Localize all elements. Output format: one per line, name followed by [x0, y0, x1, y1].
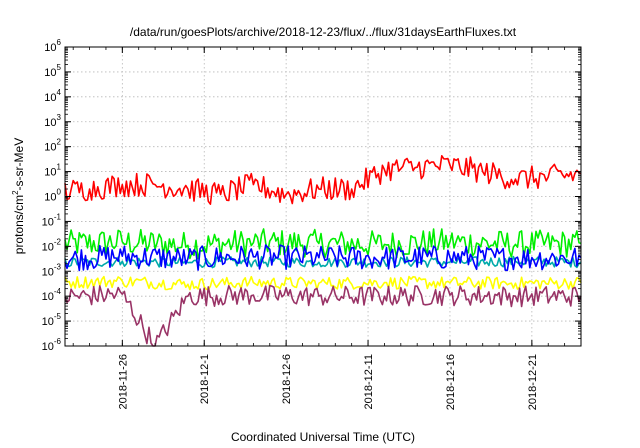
- y-tick-exponent: 4: [57, 88, 62, 97]
- y-tick-label: 104: [44, 88, 61, 104]
- y-axis-label-prefix: protons/cm: [12, 195, 26, 254]
- y-tick-base: 10: [44, 117, 56, 129]
- y-tick-exponent: 3: [57, 113, 62, 122]
- y-tick-base: 10: [42, 316, 54, 328]
- x-tick-label: 2018-12-21: [527, 354, 539, 410]
- y-tick-base: 10: [42, 241, 54, 253]
- y-tick-base: 10: [44, 142, 56, 154]
- y-tick-label: 102: [44, 138, 61, 154]
- y-tick-exponent: -1: [54, 212, 62, 221]
- y-tick-base: 10: [42, 216, 54, 228]
- y-tick-label: 10-2: [42, 237, 62, 253]
- y-tick-exponent: 1: [57, 163, 62, 172]
- y-tick-label: 10-3: [42, 262, 62, 278]
- series-line-3: [64, 244, 582, 272]
- y-tick-label: 10-6: [42, 337, 62, 353]
- y-tick-layer: 10-610-510-410-310-210-11001011021031041…: [42, 38, 581, 353]
- y-tick-exponent: -6: [54, 337, 62, 346]
- y-tick-exponent: 2: [57, 138, 62, 147]
- series-line-1: [64, 228, 582, 260]
- y-tick-label: 10-1: [42, 212, 62, 228]
- y-tick-label: 10-4: [42, 287, 62, 303]
- series-layer: [64, 155, 582, 347]
- y-tick-label: 105: [44, 63, 61, 79]
- y-axis-label-sup: 2: [11, 190, 20, 195]
- x-axis-label: Coordinated Universal Time (UTC): [231, 430, 415, 444]
- chart-title: /data/run/goesPlots/archive/2018-12-23/f…: [130, 25, 517, 39]
- x-tick-label: 2018-12-6: [281, 354, 293, 404]
- x-tick-label: 2018-12-16: [445, 354, 457, 410]
- series-line-4: [64, 275, 582, 291]
- y-tick-exponent: -4: [54, 287, 62, 296]
- y-tick-base: 10: [44, 92, 56, 104]
- y-tick-exponent: 0: [57, 188, 62, 197]
- y-tick-base: 10: [44, 192, 56, 204]
- y-tick-base: 10: [44, 42, 56, 54]
- y-tick-exponent: -3: [54, 262, 62, 271]
- y-axis-label-suffix: -s-sr-MeV: [12, 138, 26, 191]
- y-tick-label: 106: [44, 38, 61, 54]
- y-tick-base: 10: [42, 341, 54, 353]
- y-tick-exponent: 6: [57, 38, 62, 47]
- x-tick-label: 2018-11-26: [117, 354, 129, 409]
- y-tick-label: 100: [44, 188, 61, 204]
- y-axis-label: protons/cm2-s-sr-MeV: [11, 138, 26, 254]
- y-tick-label: 101: [44, 163, 61, 179]
- y-tick-base: 10: [42, 266, 54, 278]
- x-tick-layer: 2018-11-26 2018-12-1 2018-12-6 2018-12-11 20…: [72, 47, 582, 410]
- series-line-5: [64, 284, 582, 347]
- y-tick-base: 10: [42, 291, 54, 303]
- y-tick-exponent: -2: [54, 237, 62, 246]
- y-tick-exponent: -5: [54, 312, 62, 321]
- y-tick-base: 10: [44, 67, 56, 79]
- series-line-0: [64, 155, 582, 205]
- series-line-2: [64, 255, 582, 269]
- y-tick-base: 10: [44, 167, 56, 179]
- y-tick-label: 10-5: [42, 312, 62, 328]
- x-tick-label: 2018-12-11: [363, 354, 375, 409]
- y-tick-label: 103: [44, 113, 61, 129]
- x-tick-label: 2018-12-1: [199, 354, 211, 404]
- y-tick-exponent: 5: [57, 63, 62, 72]
